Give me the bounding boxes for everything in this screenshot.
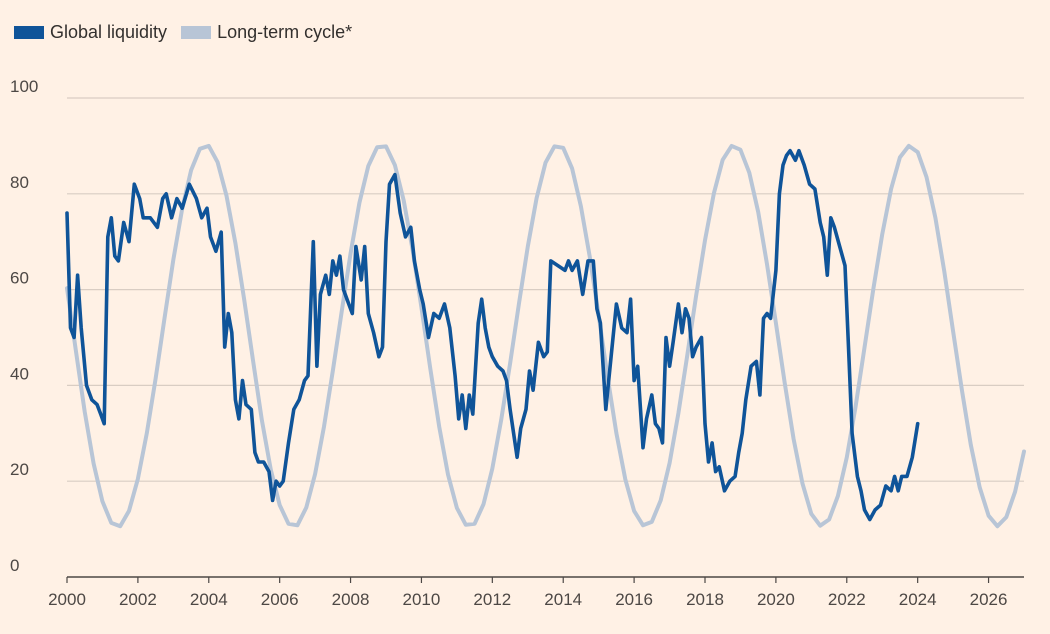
legend-item-global-liquidity: Global liquidity xyxy=(14,22,167,43)
legend-item-long-term-cycle: Long-term cycle* xyxy=(181,22,352,43)
x-tick-label: 2022 xyxy=(828,590,866,609)
x-tick-label: 2016 xyxy=(615,590,653,609)
legend-swatch-long-term-cycle xyxy=(181,26,212,39)
x-tick-label: 2004 xyxy=(190,590,228,609)
y-tick-label: 40 xyxy=(10,364,29,383)
x-tick-label: 2006 xyxy=(261,590,299,609)
y-tick-label: 80 xyxy=(10,173,29,192)
x-tick-label: 2026 xyxy=(970,590,1008,609)
legend-label-global-liquidity: Global liquidity xyxy=(50,22,168,42)
x-tick-label: 2002 xyxy=(119,590,157,609)
x-tick-label: 2024 xyxy=(899,590,937,609)
y-tick-label: 60 xyxy=(10,269,29,288)
x-tick-label: 2018 xyxy=(686,590,724,609)
x-tick-label: 2012 xyxy=(473,590,511,609)
legend: Global liquidity Long-term cycle* xyxy=(14,22,352,43)
legend-swatch-global-liquidity xyxy=(14,26,44,39)
y-tick-label: 100 xyxy=(10,77,38,96)
x-tick-label: 2014 xyxy=(544,590,582,609)
x-tick-label: 2008 xyxy=(332,590,370,609)
x-tick-label: 2000 xyxy=(48,590,86,609)
x-tick-label: 2020 xyxy=(757,590,795,609)
series-line-global-liquidity xyxy=(65,148,920,522)
legend-label-long-term-cycle: Long-term cycle* xyxy=(217,22,353,42)
y-tick-label: 0 xyxy=(10,556,19,575)
y-tick-label: 20 xyxy=(10,460,29,479)
x-tick-label: 2010 xyxy=(403,590,441,609)
series-line-long-term-cycle xyxy=(65,143,1026,529)
